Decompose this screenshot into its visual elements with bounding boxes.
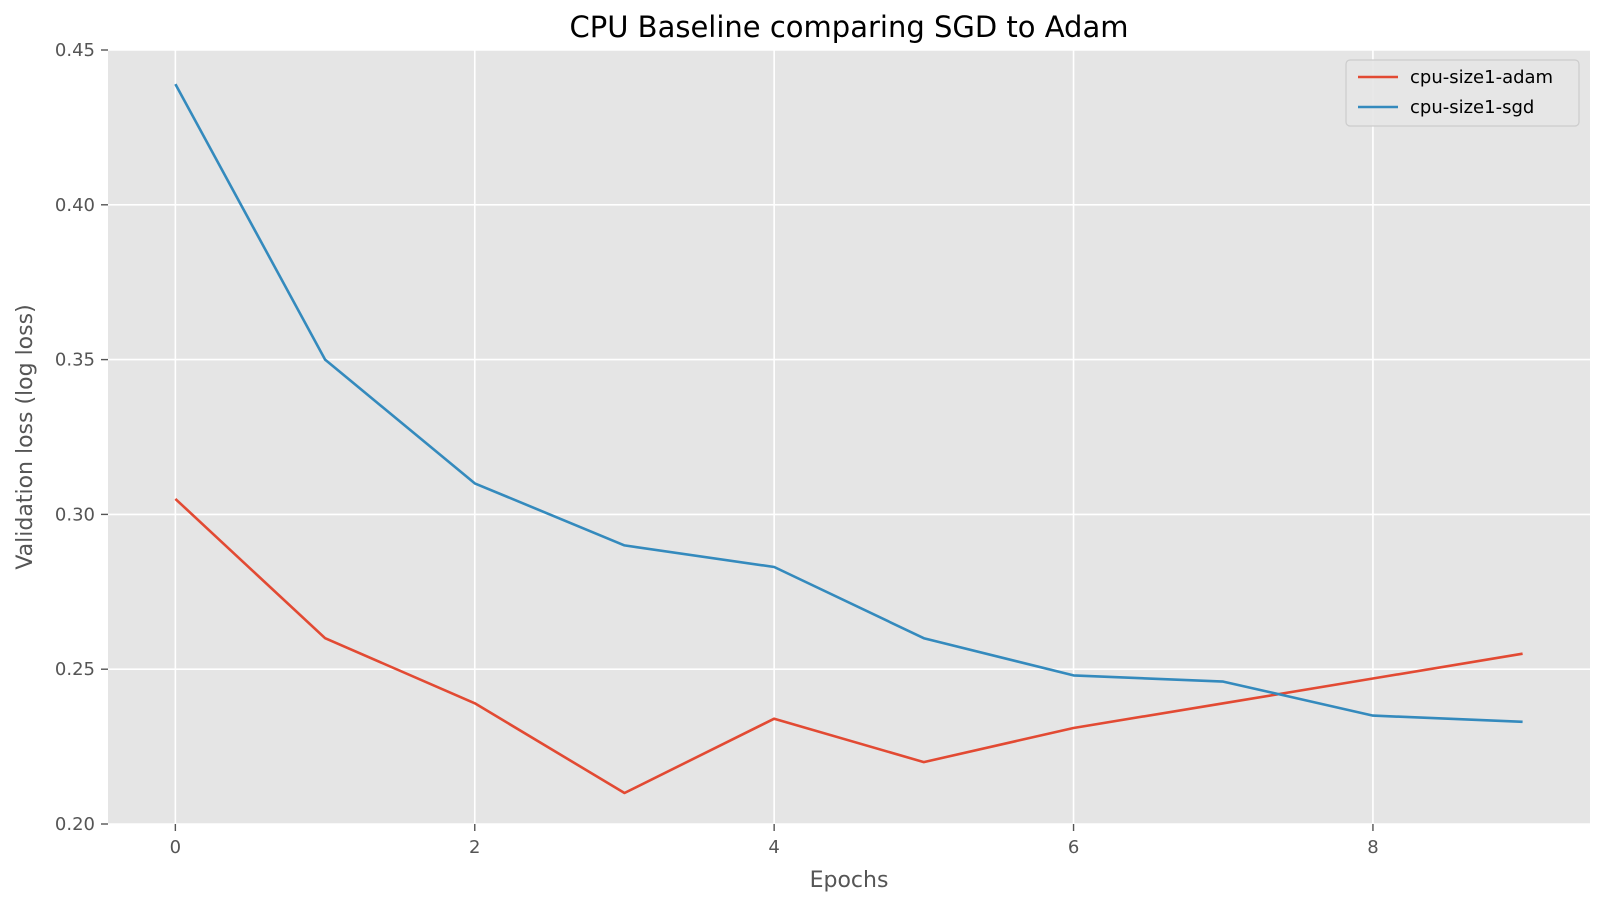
x-tick-label: 2	[469, 837, 480, 858]
y-axis-label: Validation loss (log loss)	[13, 304, 38, 569]
x-tick-label: 4	[768, 837, 779, 858]
series-line-cpu-size1-sgd	[174, 83, 1523, 724]
legend-box	[1345, 59, 1580, 127]
grid-lines	[108, 49, 1590, 825]
y-tick-label: 0.35	[55, 350, 95, 371]
legend-label: cpu-size1-adam	[1410, 67, 1553, 88]
x-axis-label: Epochs	[810, 868, 889, 893]
y-tick-label: 0.25	[55, 659, 95, 680]
y-tick-label: 0.20	[55, 814, 95, 835]
legend-label: cpu-size1-sgd	[1410, 97, 1534, 118]
y-tick-label: 0.30	[55, 504, 95, 525]
chart-title: CPU Baseline comparing SGD to Adam	[570, 10, 1129, 44]
y-tick-label: 0.40	[55, 195, 95, 216]
series-line-cpu-size1-adam	[174, 497, 1523, 795]
x-tick-label: 8	[1367, 837, 1378, 858]
axis-ticks: 0.20 0.25 0.30 0.35 0.40 0.45 0 2 4 6 8	[55, 40, 1379, 858]
series-lines	[174, 83, 1523, 795]
plot-background	[108, 50, 1590, 824]
x-tick-label: 6	[1068, 837, 1079, 858]
legend: cpu-size1-adam cpu-size1-sgd	[1345, 59, 1580, 127]
y-tick-label: 0.45	[55, 40, 95, 61]
x-tick-label: 0	[170, 837, 181, 858]
